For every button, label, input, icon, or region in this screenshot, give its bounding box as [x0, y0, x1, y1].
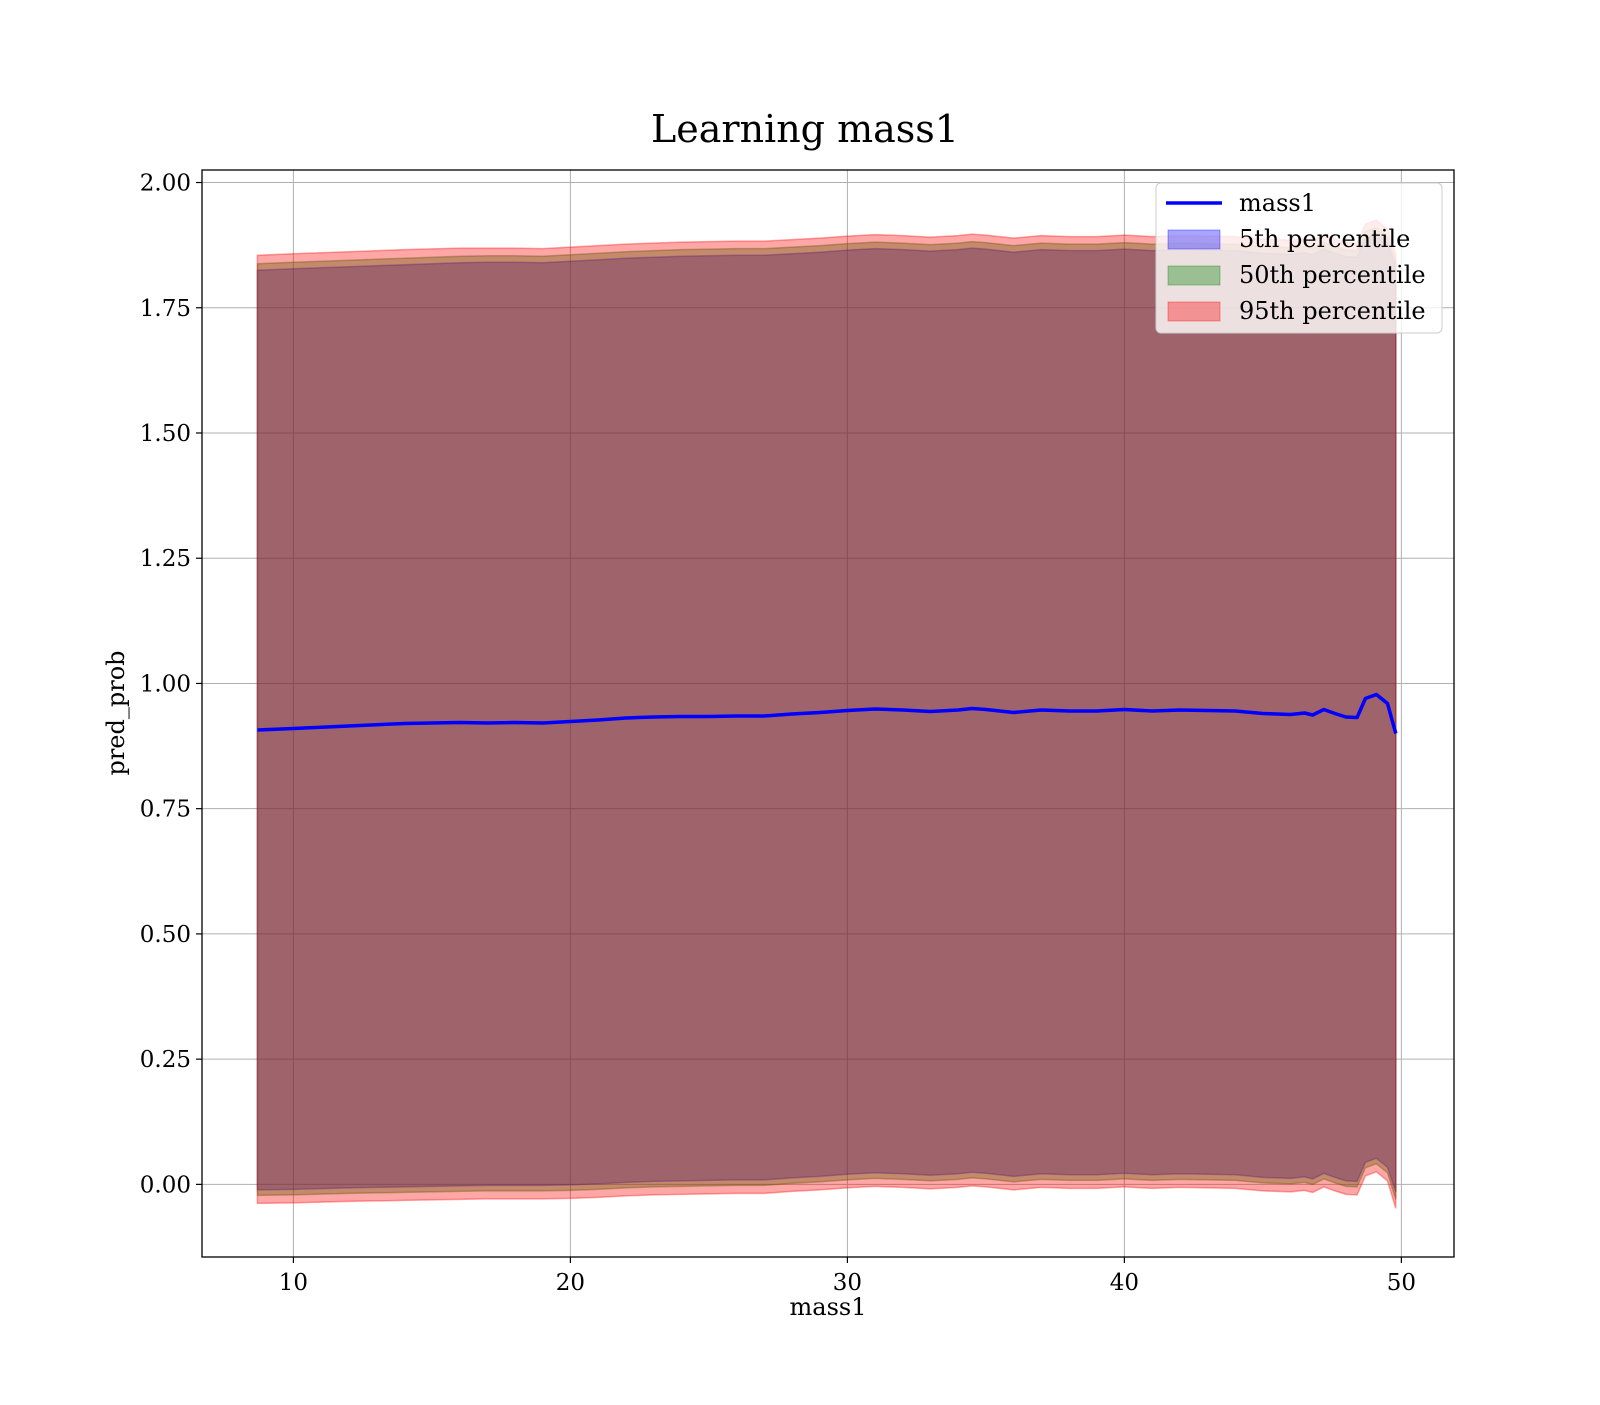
legend-swatch-5th-percentile: [1167, 229, 1221, 250]
legend-label-mass1: mass1: [1239, 189, 1316, 217]
y-tick-label: 0.50: [140, 922, 191, 948]
band-95th-percentile: [256, 219, 1397, 1209]
x-axis-label: mass1: [790, 1293, 867, 1321]
y-tick-label: 1.25: [140, 546, 191, 572]
legend-swatch-95th-percentile: [1167, 301, 1221, 322]
plot-frame: [201, 169, 1455, 1258]
y-tick-label: 2.00: [140, 171, 191, 197]
y-tick-label: 0.00: [140, 1172, 191, 1198]
x-tick-label: 30: [833, 1270, 862, 1296]
y-tick-label: 1.00: [140, 671, 191, 697]
x-tick-label: 10: [279, 1270, 308, 1296]
x-tick-label: 40: [1110, 1270, 1139, 1296]
x-tick-label: 50: [1387, 1270, 1416, 1296]
y-tick-label: 0.25: [140, 1047, 191, 1073]
line-mass1: [257, 692, 1398, 734]
legend-swatch-50th-percentile: [1167, 265, 1221, 286]
x-tick-label: 20: [556, 1270, 585, 1296]
legend-box: [1155, 182, 1443, 334]
y-tick-label: 1.75: [140, 296, 191, 322]
legend-label-50th-percentile: 50th percentile: [1239, 261, 1426, 289]
y-tick-label: 1.50: [140, 421, 191, 447]
chart-title: Learning mass1: [651, 107, 959, 151]
legend: mass1 5th percentile 50th percentile 95th p…: [1155, 182, 1443, 334]
legend-label-95th-percentile: 95th percentile: [1239, 297, 1426, 325]
y-axis-label: pred_prob: [102, 650, 130, 775]
y-tick-label: 0.75: [140, 797, 191, 823]
legend-label-5th-percentile: 5th percentile: [1239, 225, 1410, 253]
